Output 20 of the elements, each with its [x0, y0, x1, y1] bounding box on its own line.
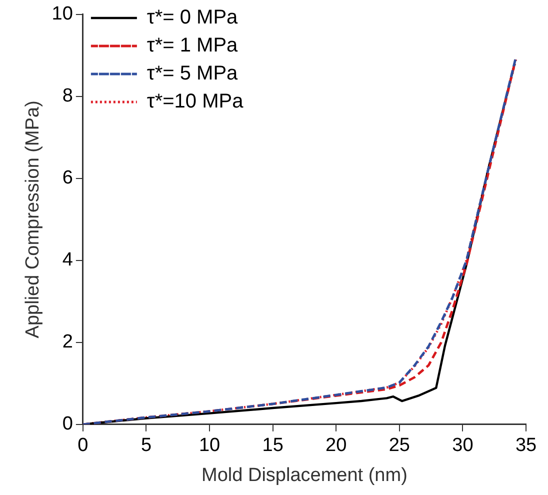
legend-label: τ*= 5 MPa	[146, 62, 239, 85]
x-tick-label: 0	[78, 435, 88, 456]
x-axis-title: Mold Displacement (nm)	[202, 464, 408, 486]
legend-label: τ*=10 MPa	[146, 90, 244, 113]
y-tick-label: 10	[52, 4, 73, 25]
y-axis-title: Applied Compression (MPa)	[22, 100, 44, 338]
x-tick-label: 10	[198, 435, 220, 456]
y-tick-label: 2	[62, 332, 73, 353]
x-tick-label: 25	[388, 435, 410, 456]
legend-label: τ*= 0 MPa	[146, 6, 239, 29]
x-tick-label: 5	[140, 435, 152, 456]
x-tick-label: 20	[326, 435, 347, 456]
y-tick-label: 0	[62, 414, 73, 435]
y-tick-label: 8	[62, 86, 73, 107]
y-tick-label: 6	[62, 168, 73, 189]
x-tick-label: 35	[515, 435, 537, 456]
y-tick-label: 4	[62, 250, 74, 271]
x-tick-label: 15	[262, 435, 284, 456]
x-tick-label: 30	[452, 435, 474, 456]
legend-label: τ*= 1 MPa	[146, 34, 239, 57]
